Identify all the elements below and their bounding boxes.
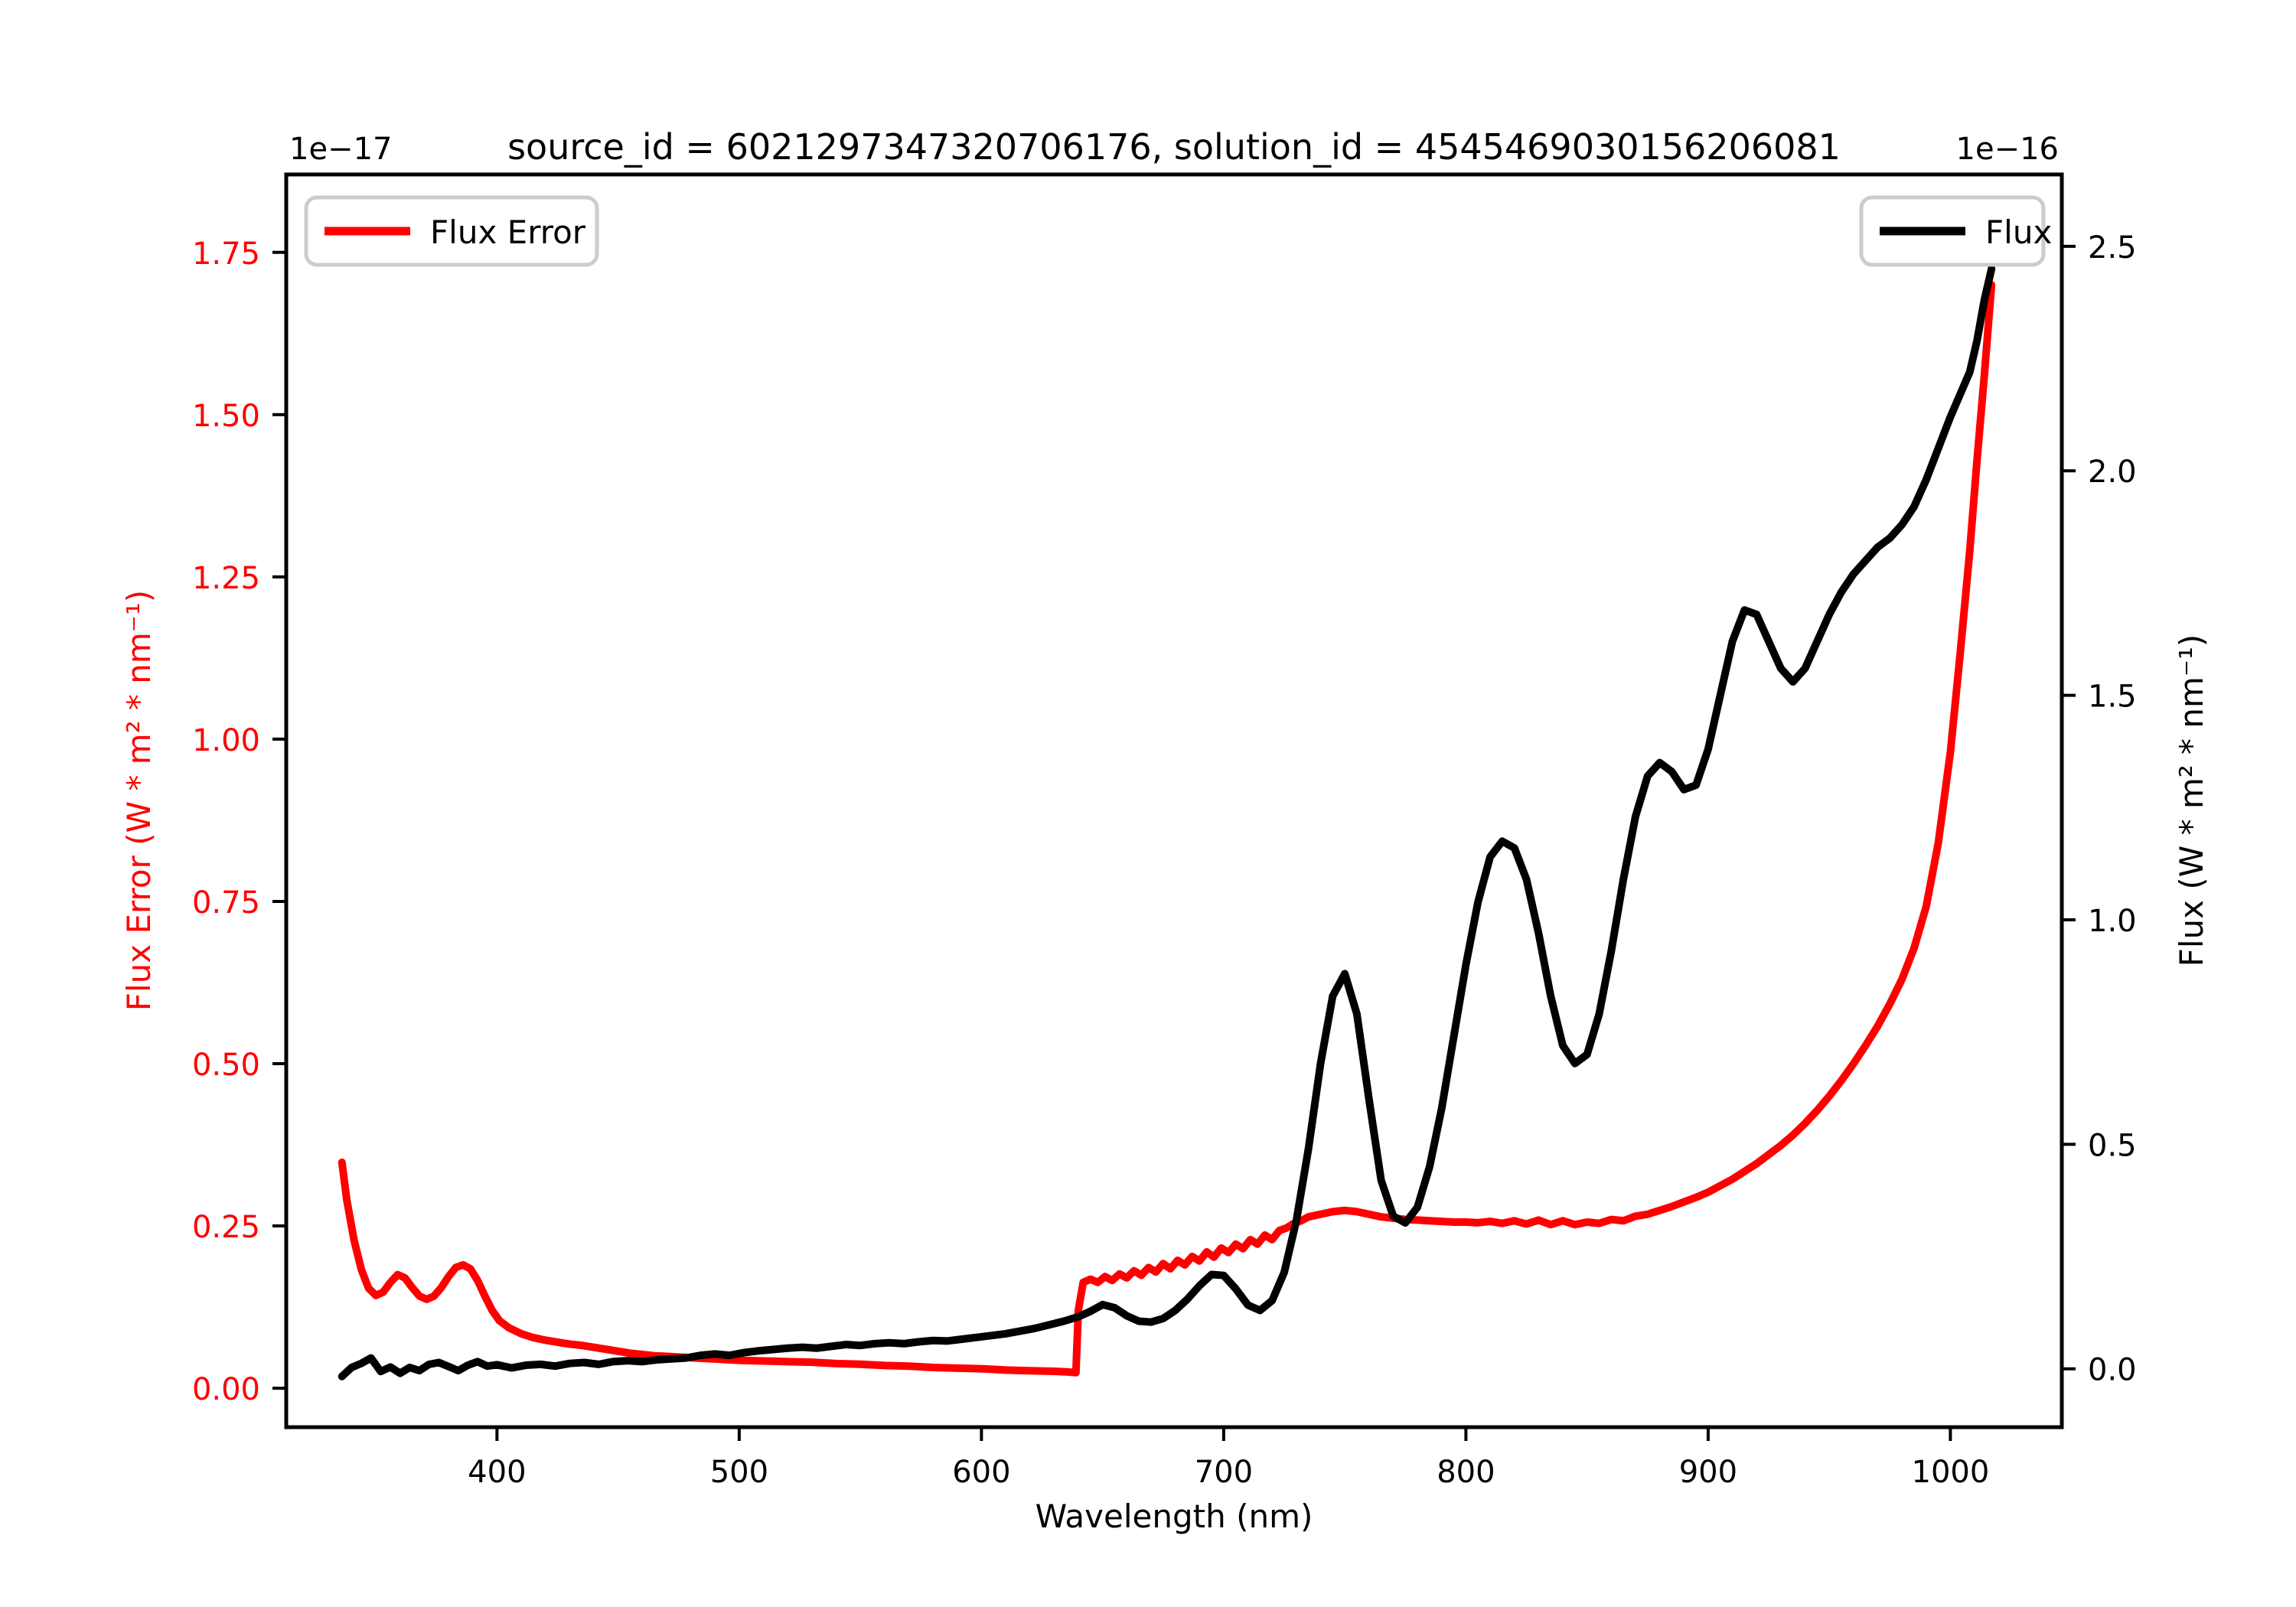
flux-error-legend[interactable]: Flux Error [304,195,599,267]
left-tick-label: 1.50 [192,399,260,434]
right-axis-ticks: 0.0 0.5 1.0 1.5 2.0 2.5 [2062,230,2137,1388]
right-tick-label: 1.0 [2088,904,2137,939]
flux-error-legend-box [304,195,599,267]
right-axis-offset-text: 1e−16 [1956,132,2059,167]
x-tick-label: 500 [710,1455,768,1490]
left-tick-label: 0.75 [192,885,260,921]
flux-legend-label: Flux [1985,214,2052,251]
right-tick-label: 0.0 [2088,1353,2137,1388]
left-axis-offset-text: 1e−17 [289,132,392,167]
left-tick-label: 0.50 [192,1048,260,1083]
right-tick-label: 0.5 [2088,1128,2137,1163]
x-tick-label: 800 [1437,1455,1495,1490]
x-tick-label: 600 [952,1455,1010,1490]
axes-spines [284,172,2064,1429]
left-y-axis-label: Flux Error (W * m² * nm⁻¹) [120,590,158,1011]
plot-area-background [286,174,2062,1427]
left-tick-label: 0.00 [192,1372,260,1407]
x-axis-label: Wavelength (nm) [1035,1498,1313,1535]
flux-error-legend-label: Flux Error [430,214,586,251]
flux-curve [338,265,1996,1380]
right-tick-label: 2.5 [2088,230,2137,266]
flux-error-curve [338,281,1996,1377]
x-tick-label: 1000 [1912,1455,1990,1490]
figure-title: source_id = 6021297347320706176, solutio… [507,126,1841,168]
flux-legend[interactable]: Flux [1859,195,2052,267]
right-tick-label: 1.5 [2088,680,2137,715]
data-curves [338,265,1996,1380]
left-tick-label: 1.75 [192,236,260,272]
right-tick-label: 2.0 [2088,455,2137,490]
right-y-axis-label: Flux (W * m² * nm⁻¹) [2173,634,2210,967]
left-tick-label: 0.25 [192,1210,260,1245]
left-tick-label: 1.25 [192,561,260,596]
x-tick-label: 700 [1195,1455,1253,1490]
x-tick-label: 400 [468,1455,526,1490]
x-axis-ticks: 400 500 600 700 800 900 1000 [468,1427,1989,1490]
x-tick-label: 900 [1679,1455,1737,1490]
left-axis-ticks: 0.00 0.25 0.50 0.75 1.00 1.25 1.50 1.75 [192,236,286,1407]
left-tick-label: 1.00 [192,723,260,758]
